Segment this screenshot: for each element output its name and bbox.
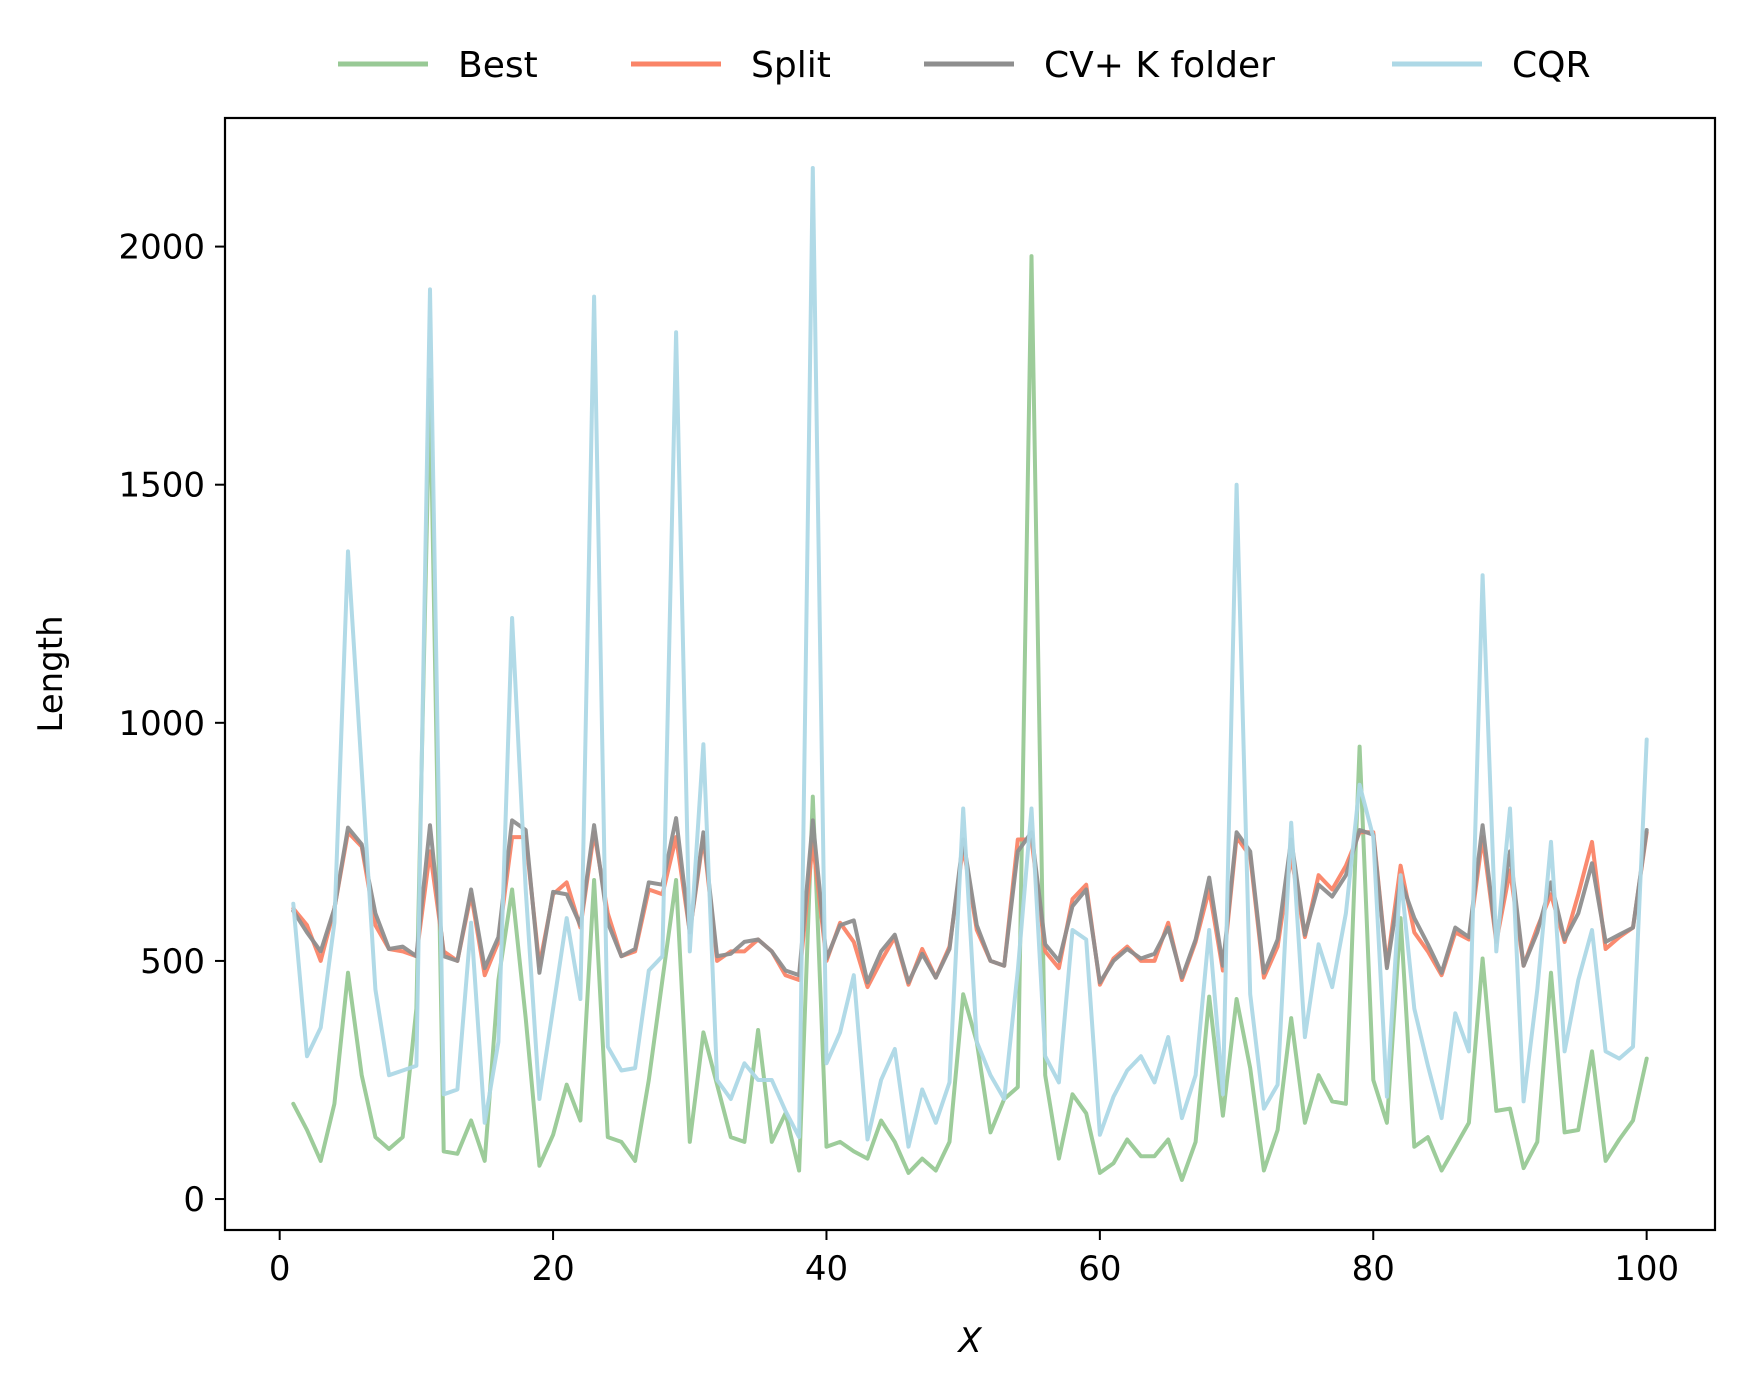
legend-label-cv-k-folder: CV+ K folder bbox=[1044, 45, 1275, 86]
x-tick-label: 20 bbox=[531, 1249, 574, 1289]
legend-label-split: Split bbox=[751, 45, 831, 86]
y-tick-label: 2000 bbox=[118, 228, 205, 268]
x-axis-label: X bbox=[956, 1321, 982, 1361]
y-tick-label: 500 bbox=[140, 942, 205, 982]
x-tick-label: 60 bbox=[1078, 1249, 1121, 1289]
legend: Best Split CV+ K folder CQR bbox=[338, 45, 1591, 86]
series-line-best bbox=[291, 254, 1649, 1182]
series-line-cv-k-folder bbox=[291, 816, 1649, 985]
x-tick-label: 0 bbox=[269, 1249, 291, 1289]
series-line-cqr bbox=[291, 166, 1649, 1149]
plot-area-frame bbox=[223, 116, 1717, 1232]
x-axis: 0 20 40 60 80 100 bbox=[269, 1230, 1679, 1289]
x-tick-label: 100 bbox=[1614, 1249, 1679, 1289]
y-axis: 0 500 1000 1500 2000 bbox=[118, 228, 225, 1220]
legend-label-cqr: CQR bbox=[1512, 45, 1591, 86]
y-tick-label: 1000 bbox=[118, 704, 205, 744]
y-axis-label: Length bbox=[31, 615, 71, 732]
x-tick-label: 40 bbox=[805, 1249, 848, 1289]
y-tick-label: 0 bbox=[183, 1180, 205, 1220]
x-tick-label: 80 bbox=[1352, 1249, 1395, 1289]
y-tick-label: 1500 bbox=[118, 466, 205, 506]
plot-lines bbox=[291, 166, 1649, 1182]
legend-label-best: Best bbox=[458, 45, 538, 86]
